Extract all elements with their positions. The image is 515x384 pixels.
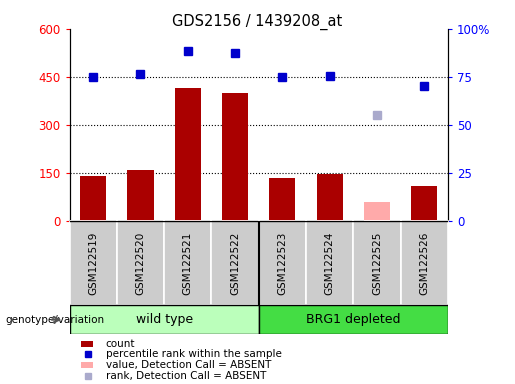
- Text: value, Detection Call = ABSENT: value, Detection Call = ABSENT: [106, 360, 271, 370]
- Bar: [401, 221, 448, 305]
- Bar: [164, 221, 212, 305]
- Bar: [175, 88, 201, 221]
- Bar: [128, 170, 153, 221]
- Bar: [117, 221, 164, 305]
- Text: GSM122524: GSM122524: [325, 231, 335, 295]
- Bar: [70, 305, 259, 334]
- Bar: [259, 221, 306, 305]
- Text: wild type: wild type: [135, 313, 193, 326]
- Bar: [212, 221, 259, 305]
- Bar: [411, 185, 437, 221]
- Bar: [317, 174, 343, 221]
- Bar: [269, 177, 296, 221]
- Text: count: count: [106, 339, 135, 349]
- Text: rank, Detection Call = ABSENT: rank, Detection Call = ABSENT: [106, 371, 266, 381]
- Bar: [70, 221, 117, 305]
- Text: GSM122525: GSM122525: [372, 231, 382, 295]
- Text: GSM122521: GSM122521: [183, 231, 193, 295]
- Bar: [80, 176, 106, 221]
- Text: GSM122520: GSM122520: [135, 232, 146, 295]
- Text: GSM122522: GSM122522: [230, 231, 240, 295]
- Bar: [353, 221, 401, 305]
- Bar: [259, 305, 448, 334]
- Text: GSM122519: GSM122519: [88, 231, 98, 295]
- Text: BRG1 depleted: BRG1 depleted: [306, 313, 401, 326]
- Text: GSM122523: GSM122523: [278, 231, 287, 295]
- Text: percentile rank within the sample: percentile rank within the sample: [106, 349, 282, 359]
- Text: genotype/variation: genotype/variation: [5, 314, 104, 325]
- Text: GDS2156 / 1439208_at: GDS2156 / 1439208_at: [173, 13, 342, 30]
- Bar: [222, 93, 248, 221]
- Text: GSM122526: GSM122526: [419, 231, 430, 295]
- Bar: [306, 221, 353, 305]
- Bar: [364, 202, 390, 221]
